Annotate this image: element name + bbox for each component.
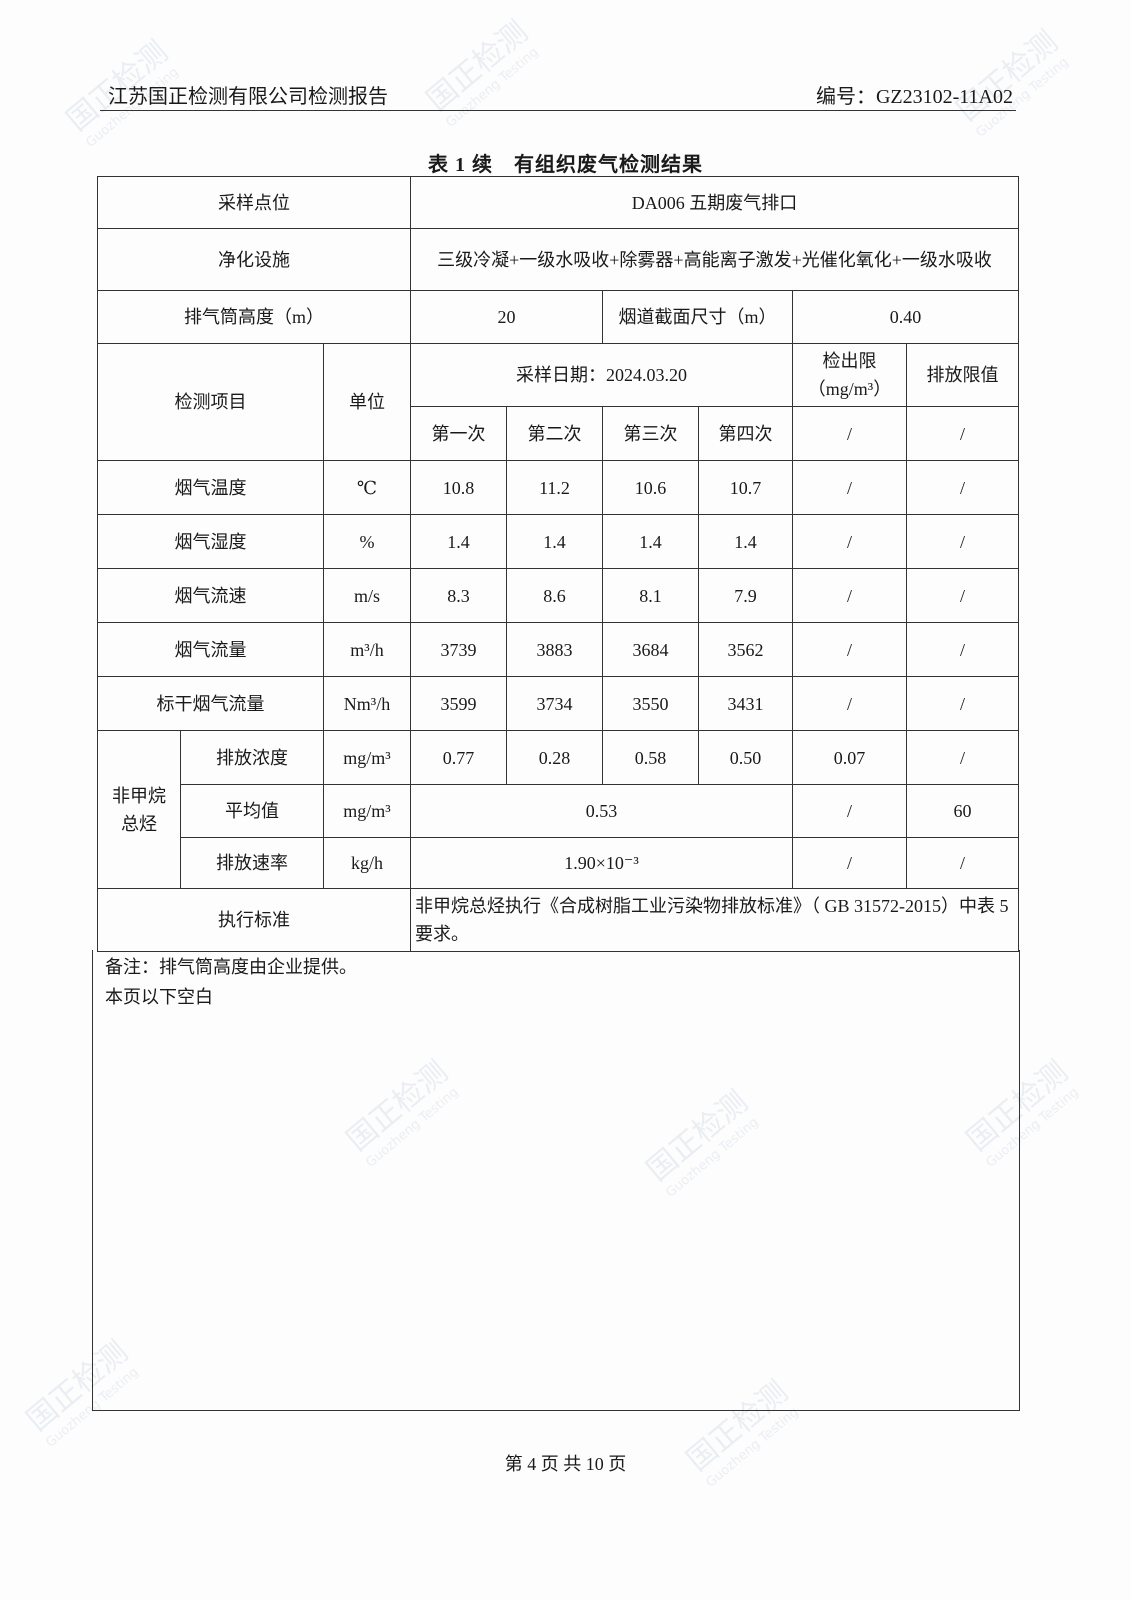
cell-value: 3734 xyxy=(506,676,603,731)
row-unit: mg/m³ xyxy=(323,730,411,785)
watermark: 国正检测 Guozheng Testing xyxy=(420,14,542,131)
notes-box: 备注：排气筒高度由企业提供。 本页以下空白 xyxy=(92,950,1020,1411)
detection-limit: / xyxy=(792,514,907,569)
row-item: 排放速率 xyxy=(180,837,324,889)
cell-value: 3562 xyxy=(698,622,793,677)
detection-limit: / xyxy=(792,568,907,623)
cell-value: 11.2 xyxy=(506,460,603,515)
round-header: 第一次 xyxy=(410,406,507,461)
row-unit: % xyxy=(323,514,411,569)
detection-limit: 0.07 xyxy=(792,730,907,785)
purification: 三级冷凝+一级水吸收+除雾器+高能离子激发+光催化氧化+一级水吸收 xyxy=(409,228,1020,291)
cell-value: 3684 xyxy=(602,622,699,677)
cell-value: 0.77 xyxy=(410,730,507,785)
table-title: 表 1 续 有组织废气检测结果 xyxy=(428,154,703,176)
standard-label: 执行标准 xyxy=(97,888,411,952)
detection-limit: / xyxy=(792,676,907,731)
row-unit: Nm³/h xyxy=(323,676,411,731)
company-name: 江苏国正检测有限公司检测报告 xyxy=(108,86,388,108)
cell-value: 1.4 xyxy=(410,514,507,569)
detection-limit-header: 检出限 （mg/m³） xyxy=(792,343,907,407)
sampling-date: 采样日期：2024.03.20 xyxy=(410,343,793,407)
cell-value: 0.50 xyxy=(698,730,793,785)
table-row: 烟气流速 m/s 8.3 8.6 8.1 7.9// xyxy=(97,568,1020,623)
row-unit: mg/m³ xyxy=(323,784,411,838)
cell-value: 1.4 xyxy=(698,514,793,569)
row-item: 烟气湿度 xyxy=(97,514,324,569)
emission-limit: / xyxy=(905,622,1020,677)
emission-limit: / xyxy=(905,730,1020,785)
detection-limit: / xyxy=(792,837,907,889)
sampling-point: DA006 五期废气排口 xyxy=(409,176,1020,229)
cell-value: 10.6 xyxy=(602,460,699,515)
table-row: 烟气流量 m³/h 3739 3883 3684 3562// xyxy=(97,622,1020,677)
cell-value: 1.4 xyxy=(506,514,603,569)
detection-limit: / xyxy=(792,460,907,515)
table-row: 烟气湿度% 1.4 1.4 1.4 1.4// xyxy=(97,514,1020,569)
cell-value: 3550 xyxy=(602,676,699,731)
round-header: 第二次 xyxy=(506,406,603,461)
emission-limit: 60 xyxy=(905,784,1020,838)
cell-value: 10.7 xyxy=(698,460,793,515)
row-item: 烟气流速 xyxy=(97,568,324,623)
emission-limit: / xyxy=(905,676,1020,731)
cell-value: 8.1 xyxy=(602,568,699,623)
emission-rate: 1.90×10⁻³ xyxy=(410,837,793,889)
row-unit: m/s xyxy=(323,568,411,623)
standard-text: 非甲烷总烃执行《合成树脂工业污染物排放标准》（ GB 31572-2015）中表… xyxy=(409,888,1020,952)
row-item: 排放浓度 xyxy=(180,730,324,785)
cell-value: 8.3 xyxy=(410,568,507,623)
nmhc-group: 非甲烷总烃 xyxy=(97,730,181,889)
page-number: 第 4 页 共 10 页 xyxy=(504,1454,627,1474)
cell-value: 0.58 xyxy=(602,730,699,785)
note-line: 本页以下空白 xyxy=(105,987,213,1007)
purification-label: 净化设施 xyxy=(97,228,411,291)
sampling-point-label: 采样点位 xyxy=(97,176,411,229)
emission-limit: / xyxy=(905,514,1020,569)
slash: / xyxy=(905,406,1020,461)
report-number: 编号：GZ23102-11A02 xyxy=(815,86,1013,108)
note-line: 备注：排气筒高度由企业提供。 xyxy=(105,957,357,977)
flue-size: 0.40 xyxy=(791,290,1020,344)
row-item: 烟气温度 xyxy=(97,460,324,515)
emission-limit: / xyxy=(905,568,1020,623)
header-divider xyxy=(100,110,1016,111)
table-row: 烟气温度 ℃ 10.8 11.2 10.6 10.7// xyxy=(97,460,1020,515)
flue-size-label: 烟道截面尺寸（m） xyxy=(602,290,793,344)
row-unit: ℃ xyxy=(323,460,411,515)
cell-value: 7.9 xyxy=(698,568,793,623)
row-unit: kg/h xyxy=(323,837,411,889)
cell-value: 0.28 xyxy=(506,730,603,785)
detection-limit: / xyxy=(792,784,907,838)
average-value: 0.53 xyxy=(410,784,793,838)
stack-height-label: 排气筒高度（m） xyxy=(97,290,411,344)
cell-value: 3599 xyxy=(410,676,507,731)
row-item: 标干烟气流量 xyxy=(97,676,324,731)
round-header: 第四次 xyxy=(698,406,793,461)
cell-value: 3431 xyxy=(698,676,793,731)
cell-value: 10.8 xyxy=(410,460,507,515)
cell-value: 1.4 xyxy=(602,514,699,569)
stack-height: 20 xyxy=(410,290,603,344)
unit-header: 单位 xyxy=(323,343,411,461)
results-table: 采样点位 DA006 五期废气排口 净化设施 三级冷凝+一级水吸收+除雾器+高能… xyxy=(97,176,1020,952)
emission-limit: / xyxy=(905,837,1020,889)
row-item: 平均值 xyxy=(180,784,324,838)
row-unit: m³/h xyxy=(323,622,411,677)
table-row: 标干烟气流量 Nm³/h 3599 3734 3550 3431// xyxy=(97,676,1020,731)
cell-value: 8.6 xyxy=(506,568,603,623)
item-header: 检测项目 xyxy=(97,343,324,461)
emission-limit-header: 排放限值 xyxy=(905,343,1020,407)
row-item: 烟气流量 xyxy=(97,622,324,677)
cell-value: 3739 xyxy=(410,622,507,677)
slash: / xyxy=(792,406,907,461)
round-header: 第三次 xyxy=(602,406,699,461)
cell-value: 3883 xyxy=(506,622,603,677)
emission-limit: / xyxy=(905,460,1020,515)
detection-limit: / xyxy=(792,622,907,677)
